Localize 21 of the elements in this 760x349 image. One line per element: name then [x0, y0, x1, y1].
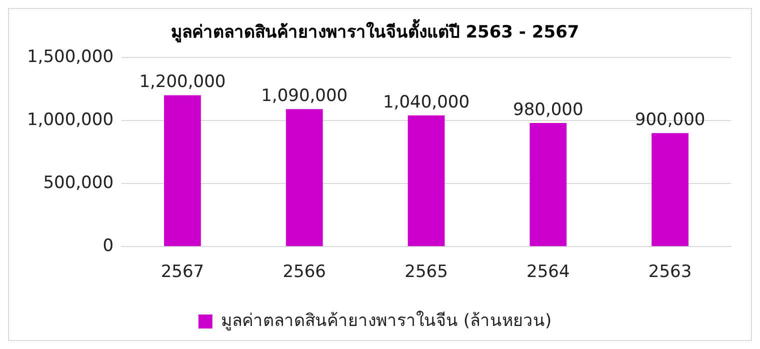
bar — [408, 115, 445, 246]
y-tick-label: 1,500,000 — [26, 46, 114, 67]
data-label: 1,090,000 — [261, 86, 348, 106]
x-tick-label: 2565 — [404, 262, 448, 282]
bar — [286, 109, 323, 246]
data-label: 980,000 — [513, 100, 584, 120]
x-tick-label: 2564 — [526, 262, 570, 282]
data-label: 900,000 — [634, 110, 706, 130]
x-tick-label: 2566 — [282, 262, 326, 282]
data-label: 1,200,000 — [139, 72, 226, 92]
bar — [530, 122, 567, 246]
x-tick-label: 2567 — [160, 262, 204, 282]
legend-label: มูลค่าตลาดสินค้ายางพาราในจีน (ล้านหยวน) — [220, 310, 552, 331]
chart-title: มูลค่าตลาดสินค้ายางพาราในจีนตั้งแต่ปี 2563 - 2567 — [170, 18, 580, 44]
bar — [652, 133, 688, 246]
y-tick-label: 1,000,000 — [26, 110, 114, 130]
x-tick-label: 2563 — [648, 262, 692, 282]
y-tick-label: 500,000 — [43, 172, 114, 193]
bar — [164, 95, 201, 246]
data-label: 1,040,000 — [382, 92, 470, 112]
y-tick-label: 0 — [102, 236, 114, 256]
